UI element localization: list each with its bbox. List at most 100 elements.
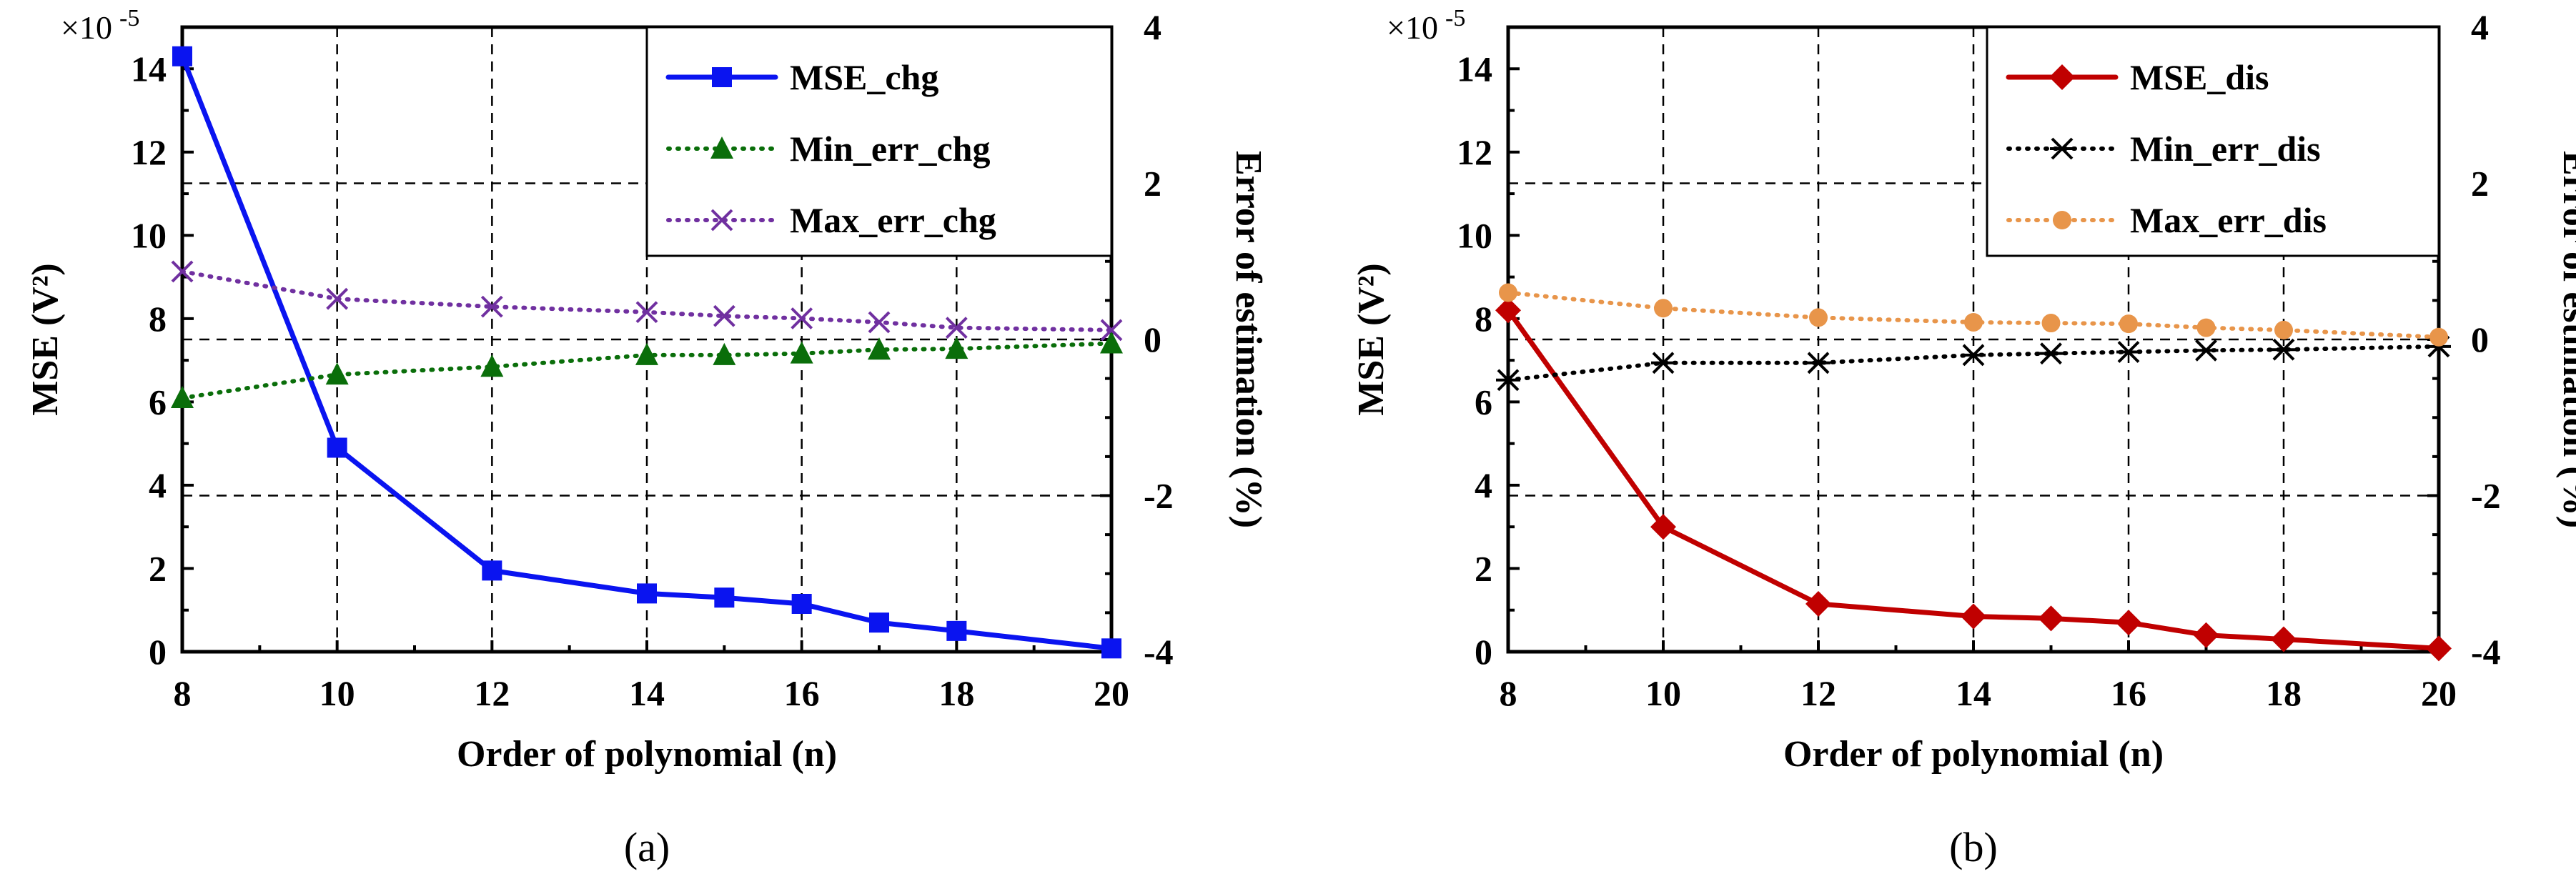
data-point-Min_err_dis (1961, 344, 1986, 367)
x-axis-label: Order of polynomial (n) (457, 734, 837, 775)
data-point-Max_err_chg (480, 295, 503, 318)
y-right-tick-label: 0 (1144, 319, 1161, 359)
data-point-Min_err_chg (635, 342, 658, 365)
data-point-Max_err_chg (868, 311, 891, 334)
y-multiplier-label: ×10 (61, 9, 112, 46)
y-left-axis-label: MSE (V²) (25, 263, 66, 415)
y-right-tick-label: 2 (2471, 164, 2489, 204)
data-point-Max_err_dis (2274, 320, 2293, 339)
data-point-MSE_chg (946, 620, 967, 641)
data-point-Min_err_dis (1651, 352, 1675, 374)
data-point-Max_err_chg (635, 301, 658, 324)
data-point-Max_err_dis (2429, 327, 2448, 347)
legend-label: Max_err_dis (2130, 200, 2327, 240)
data-point-Max_err_chg (1100, 319, 1123, 342)
x-tick-label: 14 (629, 673, 665, 713)
legend-swatch-marker (2053, 211, 2071, 229)
y-left-tick-label: 0 (1475, 632, 1492, 672)
legend-swatch-marker (712, 67, 732, 87)
data-point-Min_err_chg (713, 342, 736, 365)
y-left-tick-label: 2 (149, 548, 167, 588)
series-line-Max_err_dis (1506, 290, 2441, 339)
legend: MSE_dis Min_err_dis Max_err_dis (1986, 26, 2440, 257)
data-point-Max_err_dis (1654, 299, 1673, 318)
data-point-Max_err_chg (791, 307, 813, 329)
data-point-Min_err_dis (2194, 339, 2219, 362)
legend-swatch-marker (2050, 137, 2074, 160)
data-point-MSE_dis (1805, 590, 1831, 617)
y-right-tick-label: 4 (2471, 7, 2489, 47)
legend-label: MSE_chg (790, 57, 938, 97)
x-tick-label: 14 (1956, 673, 1991, 713)
series-Max_err_dis (1499, 283, 2448, 347)
x-tick-label: 16 (2111, 673, 2146, 713)
data-point-Max_err_chg (171, 260, 194, 283)
data-point-Min_err_dis (2038, 342, 2064, 365)
panel-a-chart: 0 2 4 6 8 10 12 14 -4 -2 0 2 4 8 10 12 14 16 18 20 ×10 -5 MSE … (25, 5, 1269, 870)
data-point-MSE_chg (791, 593, 812, 614)
series-line-Max_err_chg (180, 269, 1114, 332)
y-multiplier-exponent: -5 (119, 5, 139, 31)
x-tick-label: 12 (474, 673, 510, 713)
data-point-Max_err_dis (2119, 314, 2138, 334)
series-Max_err_chg (171, 260, 1123, 342)
data-point-MSE_dis (1650, 514, 1676, 540)
y-right-axis-label: Error of estimation (%) (2555, 151, 2576, 528)
y-multiplier-exponent: -5 (1445, 5, 1465, 31)
legend-label: Min_err_chg (790, 129, 990, 169)
y-left-tick-label: 8 (149, 299, 167, 339)
data-point-Max_err_chg (945, 317, 968, 339)
x-tick-label: 20 (2421, 673, 2457, 713)
data-point-MSE_dis (1495, 297, 1521, 324)
legend-label: Min_err_dis (2130, 129, 2321, 169)
y-right-tick-label: 0 (2471, 319, 2489, 359)
data-point-Max_err_dis (2041, 314, 2061, 333)
series-MSE_chg (172, 46, 1121, 659)
data-point-MSE_dis (2271, 626, 2297, 652)
data-point-Max_err_dis (1809, 308, 1828, 327)
x-tick-label: 18 (2266, 673, 2302, 713)
data-point-MSE_dis (2426, 635, 2452, 662)
legend: MSE_chg Min_err_chg Max_err_chg (645, 26, 1113, 257)
panel-label: (a) (624, 824, 670, 870)
y-left-tick-label: 14 (1457, 49, 1492, 89)
legend-swatch-marker (710, 209, 733, 232)
data-point-Min_err_chg (171, 385, 194, 408)
x-tick-label: 10 (319, 673, 355, 713)
data-point-Min_err_dis (2272, 338, 2296, 361)
x-tick-label: 10 (1645, 673, 1681, 713)
x-tick-label: 16 (784, 673, 820, 713)
x-axis-label: Order of polynomial (n) (1783, 734, 2164, 775)
y-right-tick-label: 2 (1144, 164, 1161, 204)
y-left-tick-label: 6 (1475, 382, 1492, 422)
series-Min_err_chg (171, 331, 1123, 408)
panel-b-chart: 0 2 4 6 8 10 12 14 -4 -2 0 2 4 8 10 12 14 16 18 20 ×10 -5 MSE … (1351, 5, 2576, 870)
data-point-MSE_dis (2116, 610, 2141, 636)
y-left-tick-label: 10 (131, 215, 167, 255)
y-left-tick-label: 4 (1475, 465, 1492, 505)
data-point-Max_err_dis (2196, 318, 2216, 337)
x-tick-label: 8 (1500, 673, 1517, 713)
y-left-tick-label: 10 (1457, 215, 1492, 255)
data-point-MSE_chg (1101, 638, 1121, 659)
data-point-MSE_dis (1961, 603, 1986, 630)
x-tick-label: 8 (174, 673, 192, 713)
data-point-Max_err_dis (1964, 312, 1983, 332)
data-point-MSE_dis (2038, 605, 2064, 632)
data-point-Min_err_chg (325, 362, 349, 385)
data-point-Max_err_dis (1499, 283, 1517, 302)
data-point-MSE_chg (637, 583, 657, 604)
y-multiplier-label: ×10 (1387, 9, 1438, 46)
data-point-Min_err_chg (945, 337, 969, 359)
y-right-tick-label: -4 (1144, 632, 1174, 672)
data-point-Min_err_dis (1806, 352, 1831, 374)
data-point-MSE_chg (482, 560, 502, 581)
legend-label: Max_err_chg (790, 200, 996, 240)
data-point-MSE_chg (327, 437, 347, 458)
data-point-Max_err_chg (713, 304, 735, 327)
y-left-tick-label: 4 (149, 465, 167, 505)
data-point-Min_err_chg (480, 354, 504, 377)
data-point-MSE_dis (2193, 622, 2219, 648)
data-point-MSE_chg (172, 46, 192, 66)
